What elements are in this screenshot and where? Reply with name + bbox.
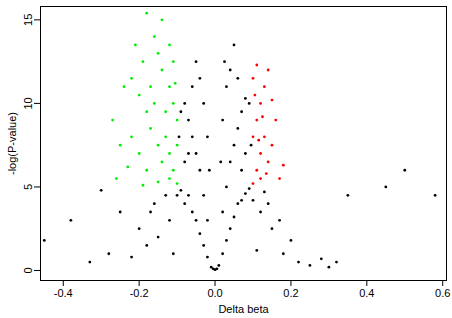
svg-text:-0.4: -0.4 — [54, 287, 73, 299]
svg-text:Delta beta: Delta beta — [218, 303, 269, 315]
svg-text:0.6: 0.6 — [435, 287, 450, 299]
svg-text:10: 10 — [22, 97, 34, 109]
svg-text:0.4: 0.4 — [359, 287, 374, 299]
svg-text:5: 5 — [22, 184, 34, 190]
svg-text:-log(P-value): -log(P-value) — [6, 112, 18, 175]
svg-text:15: 15 — [22, 14, 34, 26]
svg-text:0: 0 — [22, 267, 34, 273]
svg-text:-0.2: -0.2 — [130, 287, 149, 299]
svg-text:0.0: 0.0 — [207, 287, 222, 299]
svg-text:0.2: 0.2 — [283, 287, 298, 299]
